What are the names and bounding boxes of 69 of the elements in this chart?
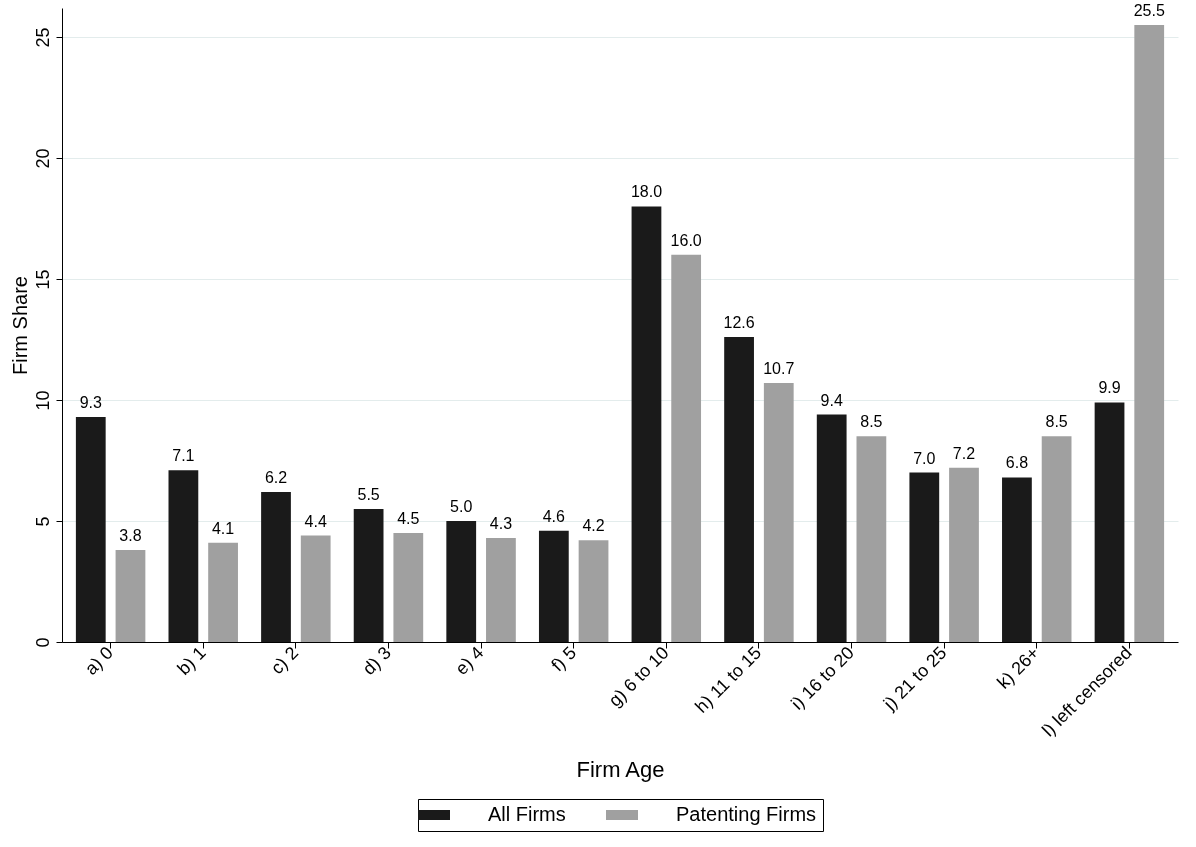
legend-label: Patenting Firms: [676, 803, 817, 825]
bar: [1002, 477, 1032, 642]
data-label: 4.6: [542, 507, 566, 525]
x-tick-label: b) 1: [173, 642, 210, 679]
data-label: 5.0: [450, 498, 473, 516]
data-label: 3.8: [119, 527, 142, 545]
bar: [631, 206, 662, 642]
bar: [446, 521, 477, 642]
bar: [816, 414, 847, 642]
bar: [208, 542, 238, 642]
data-label: 5.5: [357, 485, 380, 503]
bar: [578, 540, 609, 642]
bar: [949, 467, 979, 642]
x-tick-label: g) 6 to 10: [604, 642, 673, 711]
x-axis-title: Firm Age: [576, 757, 665, 783]
data-label: 8.5: [860, 413, 883, 431]
data-label: 16.0: [670, 231, 702, 249]
data-label: 4.1: [211, 519, 235, 537]
y-tick-label: 20: [32, 148, 53, 169]
data-label: 6.8: [1005, 454, 1029, 472]
y-tick-label: 5: [32, 516, 53, 527]
data-label: 7.1: [172, 447, 195, 465]
data-label: 25.5: [1133, 1, 1165, 19]
legend-label: All Firms: [488, 803, 566, 825]
bar: [300, 535, 331, 642]
x-tick-label: i) 16 to 20: [787, 642, 858, 714]
data-label: 9.9: [1098, 379, 1121, 397]
y-tick-label: 15: [32, 269, 53, 290]
data-label: 4.5: [397, 510, 420, 528]
x-tick-label: j) 21 to 25: [879, 642, 951, 715]
data-label: 12.6: [723, 314, 755, 332]
data-label: 9.4: [820, 391, 843, 409]
bar: [115, 550, 146, 642]
bar: [486, 537, 516, 642]
data-label: 4.3: [489, 514, 513, 532]
data-label: 9.3: [79, 393, 102, 411]
bar: [168, 470, 199, 642]
bar: [1134, 24, 1165, 642]
bar: [1094, 402, 1125, 642]
bar: [353, 508, 384, 642]
bar: [671, 254, 702, 642]
bar: [724, 337, 754, 642]
data-label: 4.4: [304, 512, 327, 530]
bar: [856, 436, 887, 642]
y-axis-title: Firm Share: [8, 276, 31, 375]
y-tick-label: 10: [32, 390, 53, 411]
data-label: 7.2: [952, 444, 976, 462]
bar: [763, 383, 794, 642]
data-label: 8.5: [1045, 413, 1068, 431]
y-tick-label: 25: [32, 27, 53, 48]
data-label: 18.0: [630, 183, 663, 201]
x-tick-label: h) 11 to 15: [691, 642, 766, 717]
x-tick-label: f) 5: [547, 642, 581, 676]
data-label: 10.7: [763, 360, 795, 378]
y-tick-label: 0: [32, 637, 53, 648]
x-tick-label: a) 0: [80, 642, 117, 679]
data-label: 7.0: [913, 449, 936, 467]
bar: [1041, 436, 1072, 642]
bar: [538, 530, 569, 642]
bar: [75, 416, 106, 642]
x-tick-label: k) 26+: [993, 642, 1044, 693]
bar: [393, 533, 424, 642]
x-tick-label: e) 4: [451, 642, 488, 679]
data-label: 6.2: [264, 468, 288, 486]
x-tick-label: c) 2: [266, 642, 303, 679]
data-label: 4.2: [582, 517, 605, 535]
x-tick-label: d) 3: [358, 642, 395, 679]
bar: [261, 491, 291, 642]
bar: [909, 472, 940, 642]
